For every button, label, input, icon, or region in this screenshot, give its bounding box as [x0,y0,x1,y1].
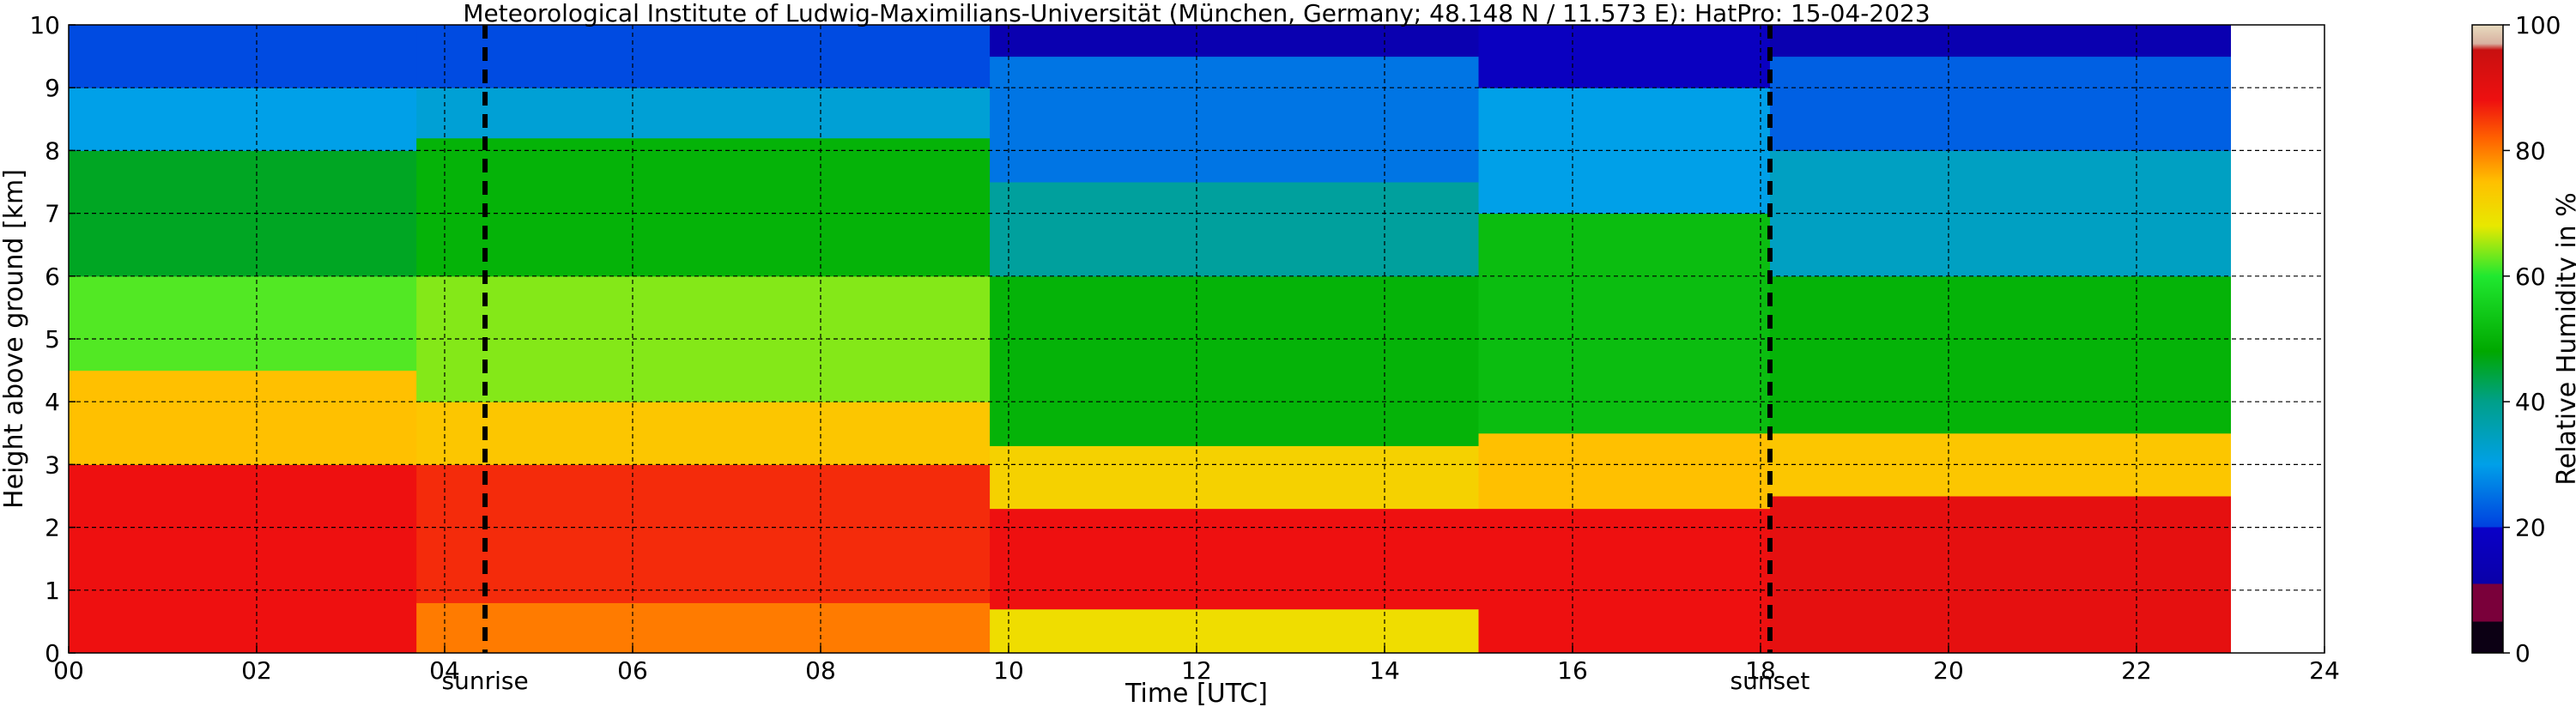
chart-title: Meteorological Institute of Ludwig-Maxim… [463,0,1930,27]
y-tick-label-7: 7 [45,200,60,228]
y-tick-label-8: 8 [45,136,60,165]
x-tick-label-1: 02 [241,656,272,685]
heat-cell-2-6 [990,25,1479,57]
heat-cell-2-1 [990,508,1479,610]
x-tick-label-6: 12 [1181,656,1212,685]
heat-cell-2-0 [990,608,1479,653]
annotation-label-sunset: sunset [1730,667,1810,695]
humidity-heatmap [69,25,2231,653]
heat-cell-2-2 [990,445,1479,510]
x-tick-labels: 00 02 04 06 08 10 12 14 16 18 20 22 24 [53,646,2340,685]
x-tick-label-2: 04 [429,656,460,685]
heat-cell-0-4 [69,88,417,151]
x-tick-label-5: 10 [993,656,1024,685]
y-tick-label-4: 4 [45,388,60,416]
heat-cell-0-1 [69,370,417,465]
colorbar-tick-label-3: 60 [2515,263,2546,291]
y-axis-label: Height above ground [km] [0,169,29,509]
heat-cell-2-5 [990,56,1479,183]
heat-cell-1-2 [416,402,991,465]
x-tick-label-10: 20 [1933,656,1964,685]
y-tick-label-3: 3 [45,450,60,479]
heat-cell-3-0 [1478,508,1771,653]
colorbar-tick-labels: 0 20 40 60 80 100 [2503,11,2561,668]
x-tick-label-3: 06 [617,656,648,685]
heat-cell-2-3 [990,275,1479,446]
x-tick-label-8: 16 [1557,656,1588,685]
x-tick-label-7: 14 [1369,656,1400,685]
annotation-label-sunrise: sunrise [441,667,528,695]
y-tick-label-6: 6 [45,263,60,291]
heat-cell-1-1 [416,464,991,603]
y-tick-label-9: 9 [45,74,60,102]
y-tick-labels: 0 1 2 3 4 5 6 7 8 9 10 [29,11,76,668]
heat-cell-1-6 [416,25,991,88]
x-tick-label-11: 22 [2121,656,2152,685]
heat-cell-3-2 [1478,213,1771,434]
heat-cell-2-4 [990,182,1479,277]
heat-cell-3-1 [1478,432,1771,510]
x-tick-label-9: 18 [1745,656,1776,685]
colorbar-tick-label-5: 100 [2515,11,2561,39]
heat-cell-1-0 [416,602,991,653]
heat-cell-1-4 [416,137,991,277]
x-tick-label-4: 08 [805,656,836,685]
heat-cell-4-4 [1769,56,2231,151]
heat-cell-3-4 [1478,25,1771,88]
x-tick-label-12: 24 [2309,656,2340,685]
colorbar-tick-label-2: 40 [2515,388,2546,416]
y-tick-label-1: 1 [45,577,60,605]
colorbar [2471,24,2504,654]
y-tick-label-0: 0 [45,639,60,668]
heat-cell-4-5 [1769,25,2231,57]
heat-cell-4-0 [1769,496,2231,653]
heat-cell-0-2 [69,275,417,372]
y-tick-label-2: 2 [45,514,60,542]
heat-cell-1-5 [416,88,991,139]
colorbar-tick-label-1: 20 [2515,514,2546,542]
x-axis-label: Time [UTC] [1124,679,1268,707]
heat-cell-0-5 [69,25,417,88]
grid-lines [69,25,2324,653]
heat-cell-4-2 [1769,275,2231,434]
colorbar-label: Relative Humidity in % [2552,192,2576,485]
annotation-lines: sunrise sunset [441,25,1809,695]
colorbar-tick-label-0: 0 [2515,639,2531,668]
colorbar-tick-label-4: 80 [2515,136,2546,165]
y-tick-label-5: 5 [45,325,60,354]
heat-cell-0-0 [69,464,417,653]
x-tick-label-0: 00 [53,656,84,685]
y-tick-label-10: 10 [29,11,60,39]
